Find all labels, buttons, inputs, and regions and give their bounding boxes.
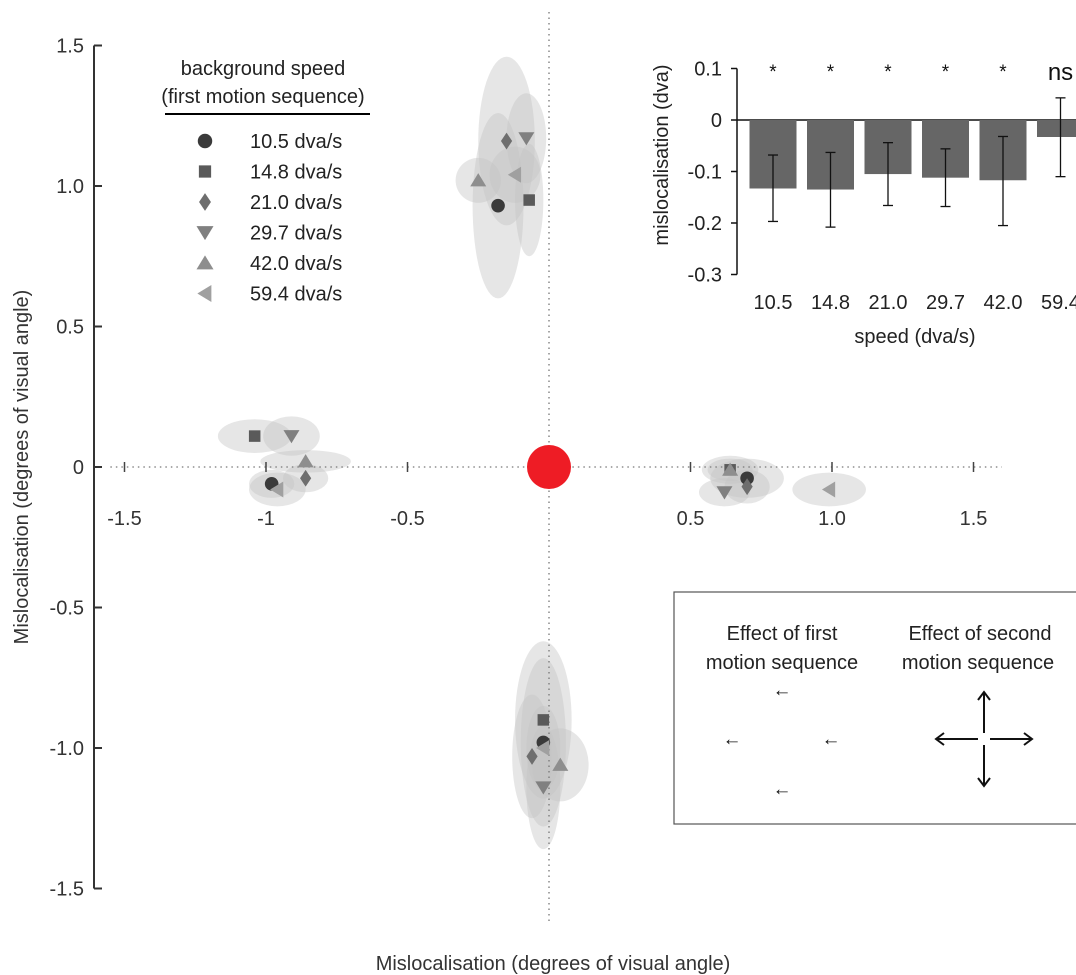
inset-y-tick-label: -0.2 (688, 213, 722, 235)
inset-x-tick-label: 14.8 (811, 292, 850, 314)
inset-significance-label: * (942, 62, 950, 83)
target-dot (527, 445, 571, 489)
legend-items: 10.5 dva/s 14.8 dva/s 21.0 dva/s 29.7 dva/s… (196, 131, 342, 306)
legend-label: 29.7 dva/s (250, 223, 342, 245)
legend-marker (199, 193, 211, 211)
legend-marker (198, 165, 212, 178)
data-point (270, 481, 284, 498)
data-point (821, 481, 836, 498)
inset-x-axis-label: speed (dva/s) (854, 326, 975, 348)
inset-x-tick-label: 59.4 (1041, 292, 1076, 314)
data-point (248, 430, 261, 442)
legend-label: 10.5 dva/s (250, 131, 342, 153)
first-effect-heading-2: motion sequence (706, 652, 858, 674)
data-point (716, 486, 733, 500)
data-point (741, 478, 753, 496)
left-arrow-top-icon: ← (773, 680, 792, 701)
data-point (722, 462, 739, 476)
data-point (491, 198, 505, 213)
inset-significance-label: ns (1048, 59, 1073, 86)
legend-title-line-1: background speed (181, 58, 346, 80)
y-tick-label: 1.0 (56, 176, 84, 198)
x-ticks: -1.5 -1 -0.5 0.5 1.0 1.5 (107, 462, 987, 530)
inset-x-tick-label: 10.5 (754, 292, 793, 314)
y-tick-label: 0.5 (56, 317, 84, 339)
second-effect-heading-1: Effect of second (908, 623, 1051, 645)
explanation-box-frame (673, 591, 1076, 825)
inset-significance-label: * (827, 62, 835, 83)
data-point (537, 714, 550, 726)
data-point (518, 132, 535, 146)
legend-marker (196, 255, 214, 270)
y-tick-label: 0 (73, 457, 84, 479)
inset-x-tick-label: 42.0 (984, 292, 1023, 314)
legend-marker (197, 133, 213, 149)
inset-y-tick-label: -0.1 (688, 162, 722, 184)
data-point (470, 173, 487, 187)
legend: background speed (first motion sequence)… (161, 58, 370, 306)
inset-bar (1037, 120, 1076, 137)
legend-title-line-2: (first motion sequence) (161, 86, 364, 108)
x-axis-label: Mislocalisation (degrees of visual angle… (376, 953, 731, 975)
legend-marker (196, 226, 214, 241)
legend-label: 21.0 dva/s (250, 192, 342, 214)
legend-label: 14.8 dva/s (250, 162, 342, 184)
inset-y-axis-label: mislocalisation (dva) (651, 64, 673, 245)
y-tick-label: -1.0 (50, 738, 84, 760)
data-point (552, 757, 569, 771)
inset-x-tick-label: 29.7 (926, 292, 965, 314)
y-axis: 1.5 1.0 0.5 0 -0.5 -1.0 -1.5 (50, 36, 102, 901)
data-point (536, 740, 550, 756)
data-point (500, 132, 513, 150)
y-tick-label: -0.5 (50, 598, 84, 620)
explanation-box: Effect of first motion sequence Effect o… (673, 591, 1076, 825)
inset-y-tick-label: -0.3 (688, 265, 722, 287)
data-point (300, 469, 312, 487)
x-tick-label: 0.5 (677, 508, 705, 530)
inset-significance-label: * (999, 62, 1007, 83)
x-tick-label: -1 (257, 508, 275, 530)
legend-label: 59.4 dva/s (250, 284, 342, 306)
data-point (523, 194, 535, 206)
y-axis-label: Mislocalisation (degrees of visual angle… (11, 290, 33, 645)
target (527, 445, 571, 489)
inset-x-tick-label: 21.0 (869, 292, 908, 314)
inset-y-tick-label: 0 (711, 110, 722, 132)
x-tick-label: 1.0 (818, 508, 846, 530)
data-point (535, 781, 552, 795)
y-tick-label: -1.5 (50, 879, 84, 901)
left-arrow-right-icon: ← (822, 729, 841, 750)
data-point (297, 454, 314, 468)
inset-y-tick-label: 0.1 (694, 59, 722, 81)
x-tick-label: -1.5 (107, 508, 141, 530)
second-effect-heading-2: motion sequence (902, 652, 1054, 674)
data-point (507, 166, 522, 183)
legend-label: 42.0 dva/s (250, 253, 342, 275)
x-tick-label: 1.5 (960, 508, 988, 530)
y-tick-label: 1.5 (56, 36, 84, 58)
four-way-arrow-icon (934, 690, 1034, 788)
data-points (248, 132, 836, 795)
inset-bar-chart: mislocalisation (dva) speed (dva/s) 0.1 0… (651, 59, 1076, 348)
inset-significance-label: * (769, 62, 777, 83)
data-point (740, 471, 754, 486)
left-arrow-left-icon: ← (723, 729, 742, 750)
left-arrow-bottom-icon: ← (773, 779, 792, 800)
inset-significance-label: * (884, 62, 892, 83)
first-effect-heading-1: Effect of first (727, 623, 838, 645)
x-tick-label: -0.5 (390, 508, 424, 530)
data-point (526, 748, 538, 765)
legend-marker (197, 285, 212, 302)
data-point (283, 430, 300, 444)
